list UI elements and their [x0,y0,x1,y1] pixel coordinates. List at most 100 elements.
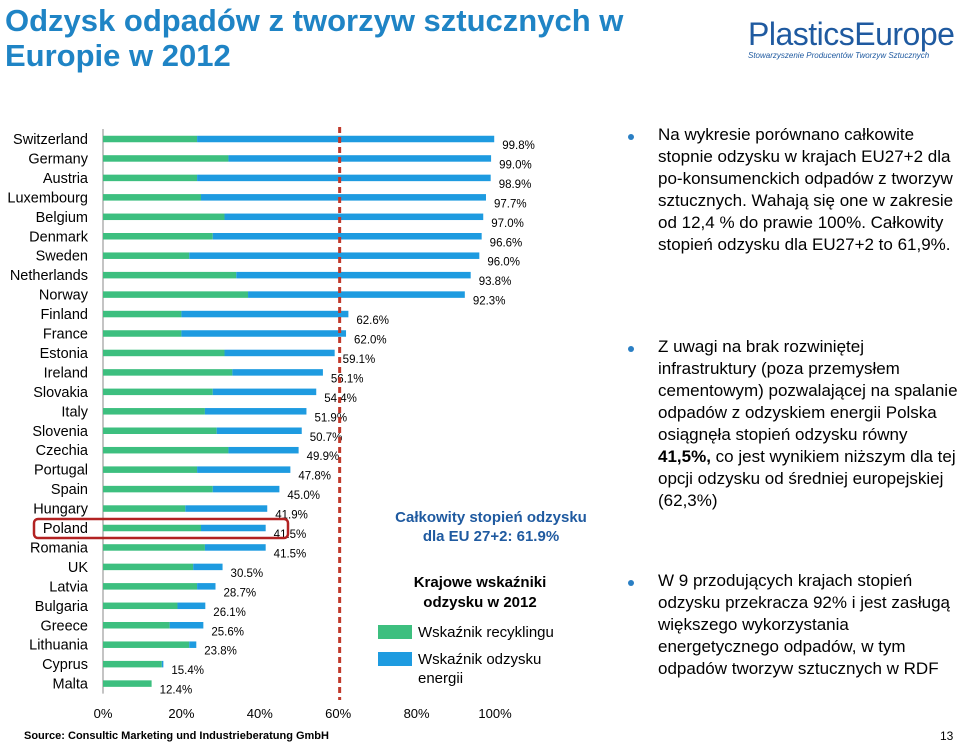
value-label: 41.5% [274,548,307,560]
bar-energy [169,622,204,629]
bar-energy [224,349,335,357]
x-tick-label: 100% [478,706,512,721]
category-label: Latvia [49,579,89,595]
bar-recycling [103,524,201,532]
bar-recycling [103,369,233,376]
category-label: Slovenia [32,424,89,440]
source-note: Source: Consultic Marketing und Industri… [24,730,329,742]
category-label: Luxembourg [7,190,88,206]
bar-energy [197,174,491,182]
bar-recycling [103,388,213,396]
bar-energy [189,252,480,259]
category-label: Switzerland [13,132,88,148]
value-label: 30.5% [231,568,264,580]
bar-recycling [103,466,198,473]
legend-swatch-recycling [378,625,412,639]
value-label: 62.0% [354,335,387,347]
bar-recycling [103,446,229,454]
bar-energy [193,563,223,571]
logo-name-part2: Europe [854,16,955,52]
value-label: 15.4% [171,665,204,677]
category-label: Belgium [36,210,88,226]
bar-energy [248,291,465,298]
value-label: 26.1% [213,607,246,619]
legend-swatch-energy [378,652,412,666]
bar-recycling [103,505,186,512]
category-label: Cyprus [42,657,88,673]
category-label: Netherlands [10,268,88,284]
x-tick-label: 20% [168,706,194,721]
category-label: Slovakia [33,385,89,401]
value-label: 99.8% [502,140,535,152]
bar-energy [181,330,347,337]
average-annotation-line2: dla EU 27+2: 61.9% [422,528,560,545]
bar-recycling [103,252,190,259]
bar-energy [161,660,164,668]
bullet-dot-icon [628,580,634,586]
bar-recycling [103,680,152,687]
value-label: 93.8% [479,276,512,288]
category-label: Bulgaria [35,599,89,615]
value-label: 45.0% [287,490,320,502]
x-tick-label: 40% [247,706,273,721]
bar-recycling [103,135,198,143]
bar-recycling [103,174,198,182]
category-label: Sweden [36,249,88,265]
category-label: Greece [40,618,88,634]
bar-energy [204,408,307,415]
category-label: Italy [61,404,88,420]
bullet-dot-icon [628,346,634,352]
bar-recycling [103,544,205,551]
category-label: Estonia [40,346,89,362]
value-label: 62.6% [356,315,389,327]
bar-recycling [103,427,217,434]
x-tick-label: 60% [325,706,351,721]
legend-title-line1: Krajowe wskaźniki [413,574,547,591]
value-label: 56.1% [331,373,364,385]
bar-energy [236,271,471,279]
bar-recycling [103,194,201,201]
bar-recycling [103,622,170,629]
average-annotation-line1: Całkowity stopień odzysku [395,509,587,526]
bar-energy [212,388,317,396]
bar-energy [185,505,268,512]
category-label: Denmark [29,229,89,245]
category-label: Ireland [44,365,88,381]
bar-energy [181,310,349,318]
bullet-2-part1: Z uwagi na brak rozwiniętej infrastruktu… [658,337,958,444]
x-tick-label: 80% [404,706,430,721]
value-label: 99.0% [499,159,532,171]
plasticseurope-logo: PlasticsEurope Stowarzyszenie Producentó… [748,16,955,69]
bar-recycling [103,213,225,221]
value-label: 97.0% [491,218,524,230]
value-label: 25.6% [211,626,244,638]
category-label: Poland [43,521,88,537]
bar-energy [197,466,291,473]
category-label: Norway [39,288,89,304]
value-label: 47.8% [298,471,331,483]
category-label: Spain [51,482,88,498]
bullet-2-part2: co jest wynikiem niższym dla tej opcji o… [658,447,956,510]
bar-recycling [103,291,249,298]
bar-energy [212,233,482,240]
bar-recycling [103,330,182,337]
category-label: Portugal [34,463,88,479]
category-label: Malta [53,677,89,693]
bar-recycling [103,602,178,610]
bar-recycling [103,583,198,590]
bar-recycling [103,233,213,240]
bar-recycling [103,660,162,668]
value-label: 96.0% [487,257,520,269]
x-tick-label: 0% [94,706,113,721]
bar-recycling [103,310,182,318]
bar-energy [224,213,484,221]
bullet-text-2: Z uwagi na brak rozwiniętej infrastruktu… [658,336,958,512]
bar-energy [201,524,266,532]
value-label: 50.7% [310,432,343,444]
chart-legend: Krajowe wskaźniki odzysku w 2012 Wskaźni… [364,568,596,688]
category-label: Hungary [33,502,89,518]
bar-energy [201,194,486,201]
bar-energy [189,641,197,648]
legend-label-energy: Wskaźnik odzysku energii [418,651,542,687]
